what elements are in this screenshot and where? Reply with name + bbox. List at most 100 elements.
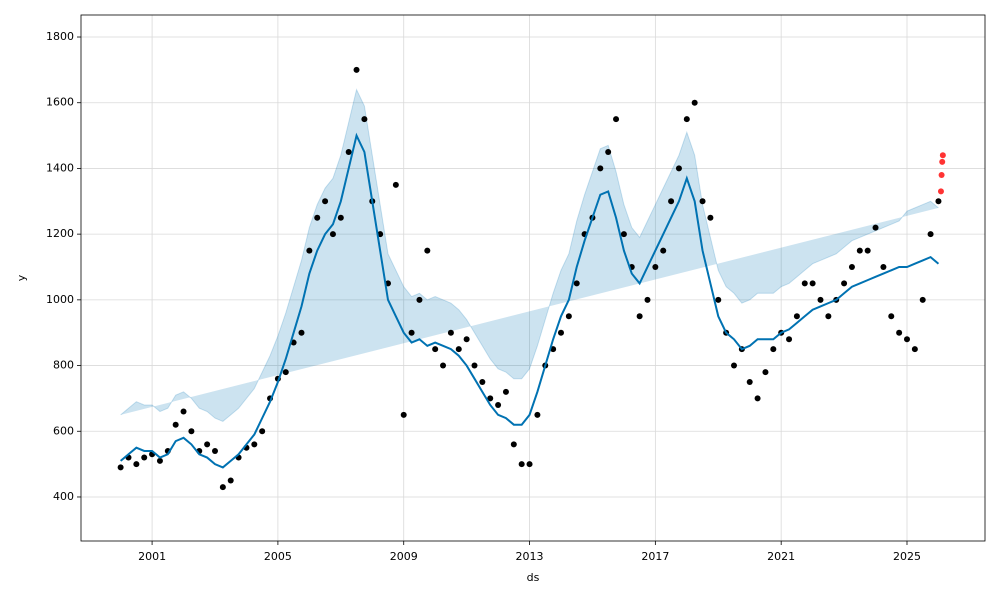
observed-point [927, 231, 934, 238]
y-tick-label: 600 [53, 424, 74, 437]
observed-point [424, 247, 431, 254]
x-tick-label: 2001 [138, 550, 166, 563]
observed-point [715, 296, 722, 303]
observed-point [495, 401, 502, 408]
observed-point [337, 214, 344, 221]
x-tick-label: 2005 [264, 550, 292, 563]
observed-point [510, 441, 517, 448]
observed-point [502, 388, 509, 395]
x-axis-label: ds [527, 571, 540, 584]
observed-point [888, 313, 895, 320]
observed-point [282, 369, 289, 376]
observed-point [817, 296, 824, 303]
observed-point [180, 408, 187, 415]
observed-point [204, 441, 211, 448]
observed-point [896, 329, 903, 336]
observed-point [471, 362, 478, 369]
observed-point [935, 198, 942, 205]
x-tick-label: 2013 [516, 550, 544, 563]
observed-point [841, 280, 848, 287]
recent-point [939, 158, 946, 165]
observed-point [691, 99, 698, 106]
observed-point [770, 346, 777, 353]
observed-point [573, 280, 580, 287]
observed-point [675, 165, 682, 172]
observed-point [156, 457, 163, 464]
observed-point [345, 149, 352, 156]
observed-point [188, 428, 195, 435]
observed-point [172, 421, 179, 428]
y-tick-label: 800 [53, 359, 74, 372]
x-tick-label: 2021 [767, 550, 795, 563]
observed-point [668, 198, 675, 205]
x-tick-label: 2017 [641, 550, 669, 563]
observed-point [141, 454, 148, 461]
observed-point [644, 296, 651, 303]
observed-point [762, 369, 769, 376]
observed-point [699, 198, 706, 205]
observed-point [683, 116, 690, 123]
observed-point [557, 329, 564, 336]
y-tick-label: 1200 [46, 227, 74, 240]
observed-point [117, 464, 124, 471]
observed-point [251, 441, 258, 448]
observed-point [801, 280, 808, 287]
observed-point [919, 296, 926, 303]
observed-point [903, 336, 910, 343]
observed-point [636, 313, 643, 320]
observed-point [652, 263, 659, 270]
observed-point [353, 66, 360, 73]
observed-point [392, 181, 399, 188]
observed-point [825, 313, 832, 320]
observed-point [400, 411, 407, 418]
observed-point [447, 329, 454, 336]
observed-point [605, 149, 612, 156]
observed-point [848, 263, 855, 270]
observed-point [754, 395, 761, 402]
observed-point [613, 116, 620, 123]
observed-point [219, 484, 226, 491]
uncertainty-band [120, 88, 939, 422]
observed-point [620, 231, 627, 238]
observed-point [227, 477, 234, 484]
observed-point [746, 378, 753, 385]
observed-point [329, 231, 336, 238]
observed-point [856, 247, 863, 254]
recent-point [937, 188, 944, 195]
observed-point [322, 198, 329, 205]
observed-point [479, 378, 486, 385]
observed-point [211, 447, 218, 454]
observed-point [408, 329, 415, 336]
observed-point [432, 346, 439, 353]
observed-point [298, 329, 305, 336]
observed-point [707, 214, 714, 221]
observed-point [911, 346, 918, 353]
y-tick-label: 1400 [46, 161, 74, 174]
observed-point [416, 296, 423, 303]
y-tick-label: 1000 [46, 293, 74, 306]
observed-point [597, 165, 604, 172]
observed-point [306, 247, 313, 254]
forecast-line [119, 132, 940, 469]
observed-point [518, 461, 525, 468]
observed-point [534, 411, 541, 418]
observed-point [793, 313, 800, 320]
y-axis-label: y [15, 274, 28, 281]
observed-point [786, 336, 793, 343]
observed-point [361, 116, 368, 123]
x-tick-label: 2009 [390, 550, 418, 563]
observed-point [314, 214, 321, 221]
observed-point [526, 461, 533, 468]
observed-point [880, 263, 887, 270]
observed-point [565, 313, 572, 320]
x-tick-label: 2025 [893, 550, 921, 563]
observed-point [440, 362, 447, 369]
observed-point [259, 428, 266, 435]
y-tick-label: 400 [53, 490, 74, 503]
observed-point [487, 395, 494, 402]
recent-point [938, 172, 945, 179]
observed-point [809, 280, 816, 287]
observed-point [463, 336, 470, 343]
